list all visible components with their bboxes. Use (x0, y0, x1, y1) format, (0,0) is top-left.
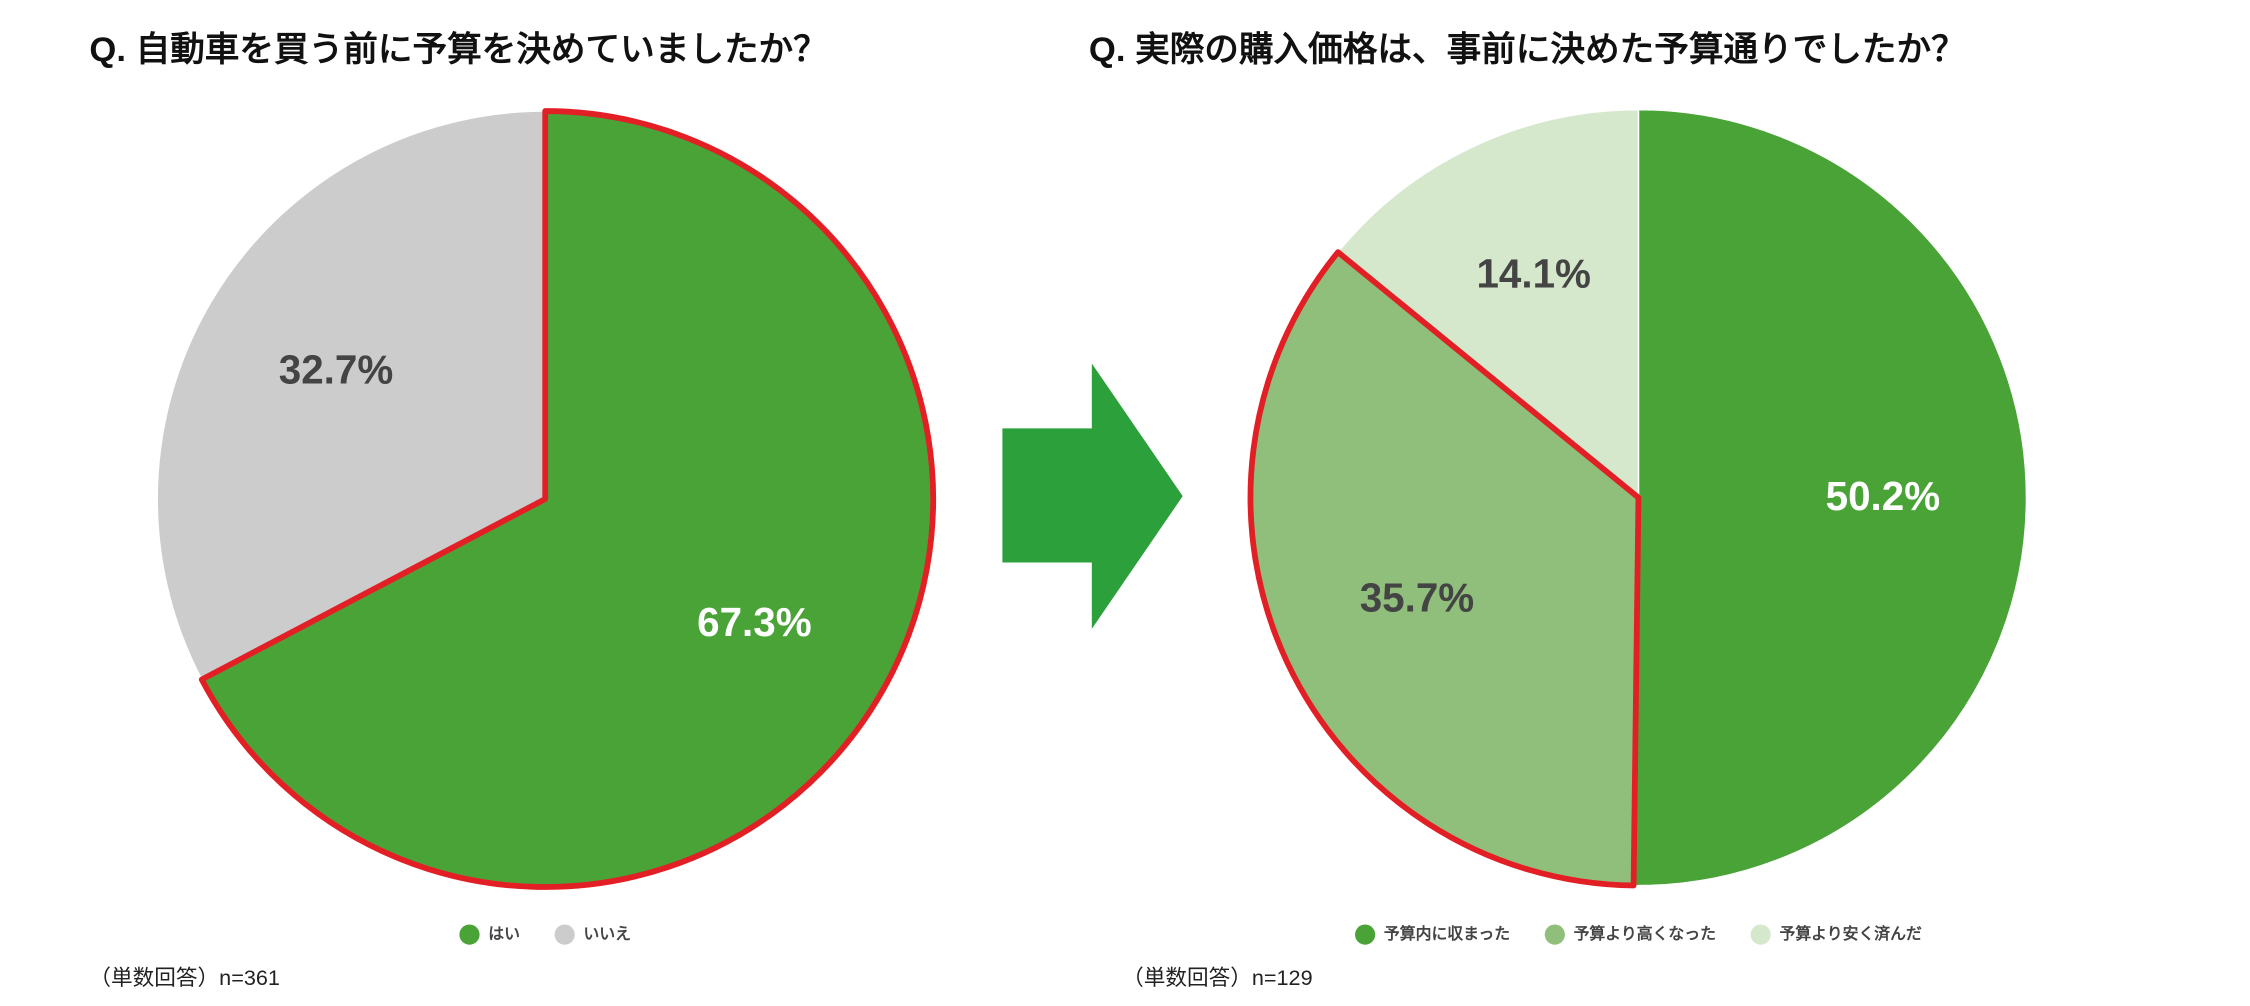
legend-marker (1544, 924, 1565, 945)
highlight-outline (198, 108, 937, 890)
legend-label: はい (488, 926, 520, 943)
pie-slice (1336, 108, 1640, 500)
pie-slice (156, 110, 546, 681)
legend-marker (1750, 924, 1771, 945)
value-label: 67.3% (697, 599, 811, 645)
legend-label: 予算より安く済んだ (1779, 924, 1922, 943)
legend-label: いいえ (583, 925, 631, 943)
chart-title: Q. 実際の購入価格は、事前に決めた予算通りでしたか？ (1089, 31, 1966, 69)
highlight-outline (1247, 249, 1642, 889)
value-label: 32.7% (279, 346, 393, 392)
note: （単数回答）n=129 (1122, 965, 1312, 990)
legend-marker (459, 924, 480, 945)
value-label: 14.1% (1476, 250, 1590, 296)
value-label: 50.2% (1826, 473, 1940, 519)
value-label: 35.7% (1360, 575, 1474, 621)
legend-marker (554, 924, 575, 945)
legend-label: 予算内に収まった (1384, 924, 1510, 943)
legend-marker (1355, 924, 1376, 945)
chart-title: Q. 自動車を買う前に予算を決めていましたか？ (89, 31, 827, 69)
note: （単数回答）n=361 (89, 965, 279, 990)
arrow (1002, 363, 1183, 629)
legend-label: 予算より高くなった (1574, 924, 1716, 943)
pie-slice (1632, 108, 2028, 887)
